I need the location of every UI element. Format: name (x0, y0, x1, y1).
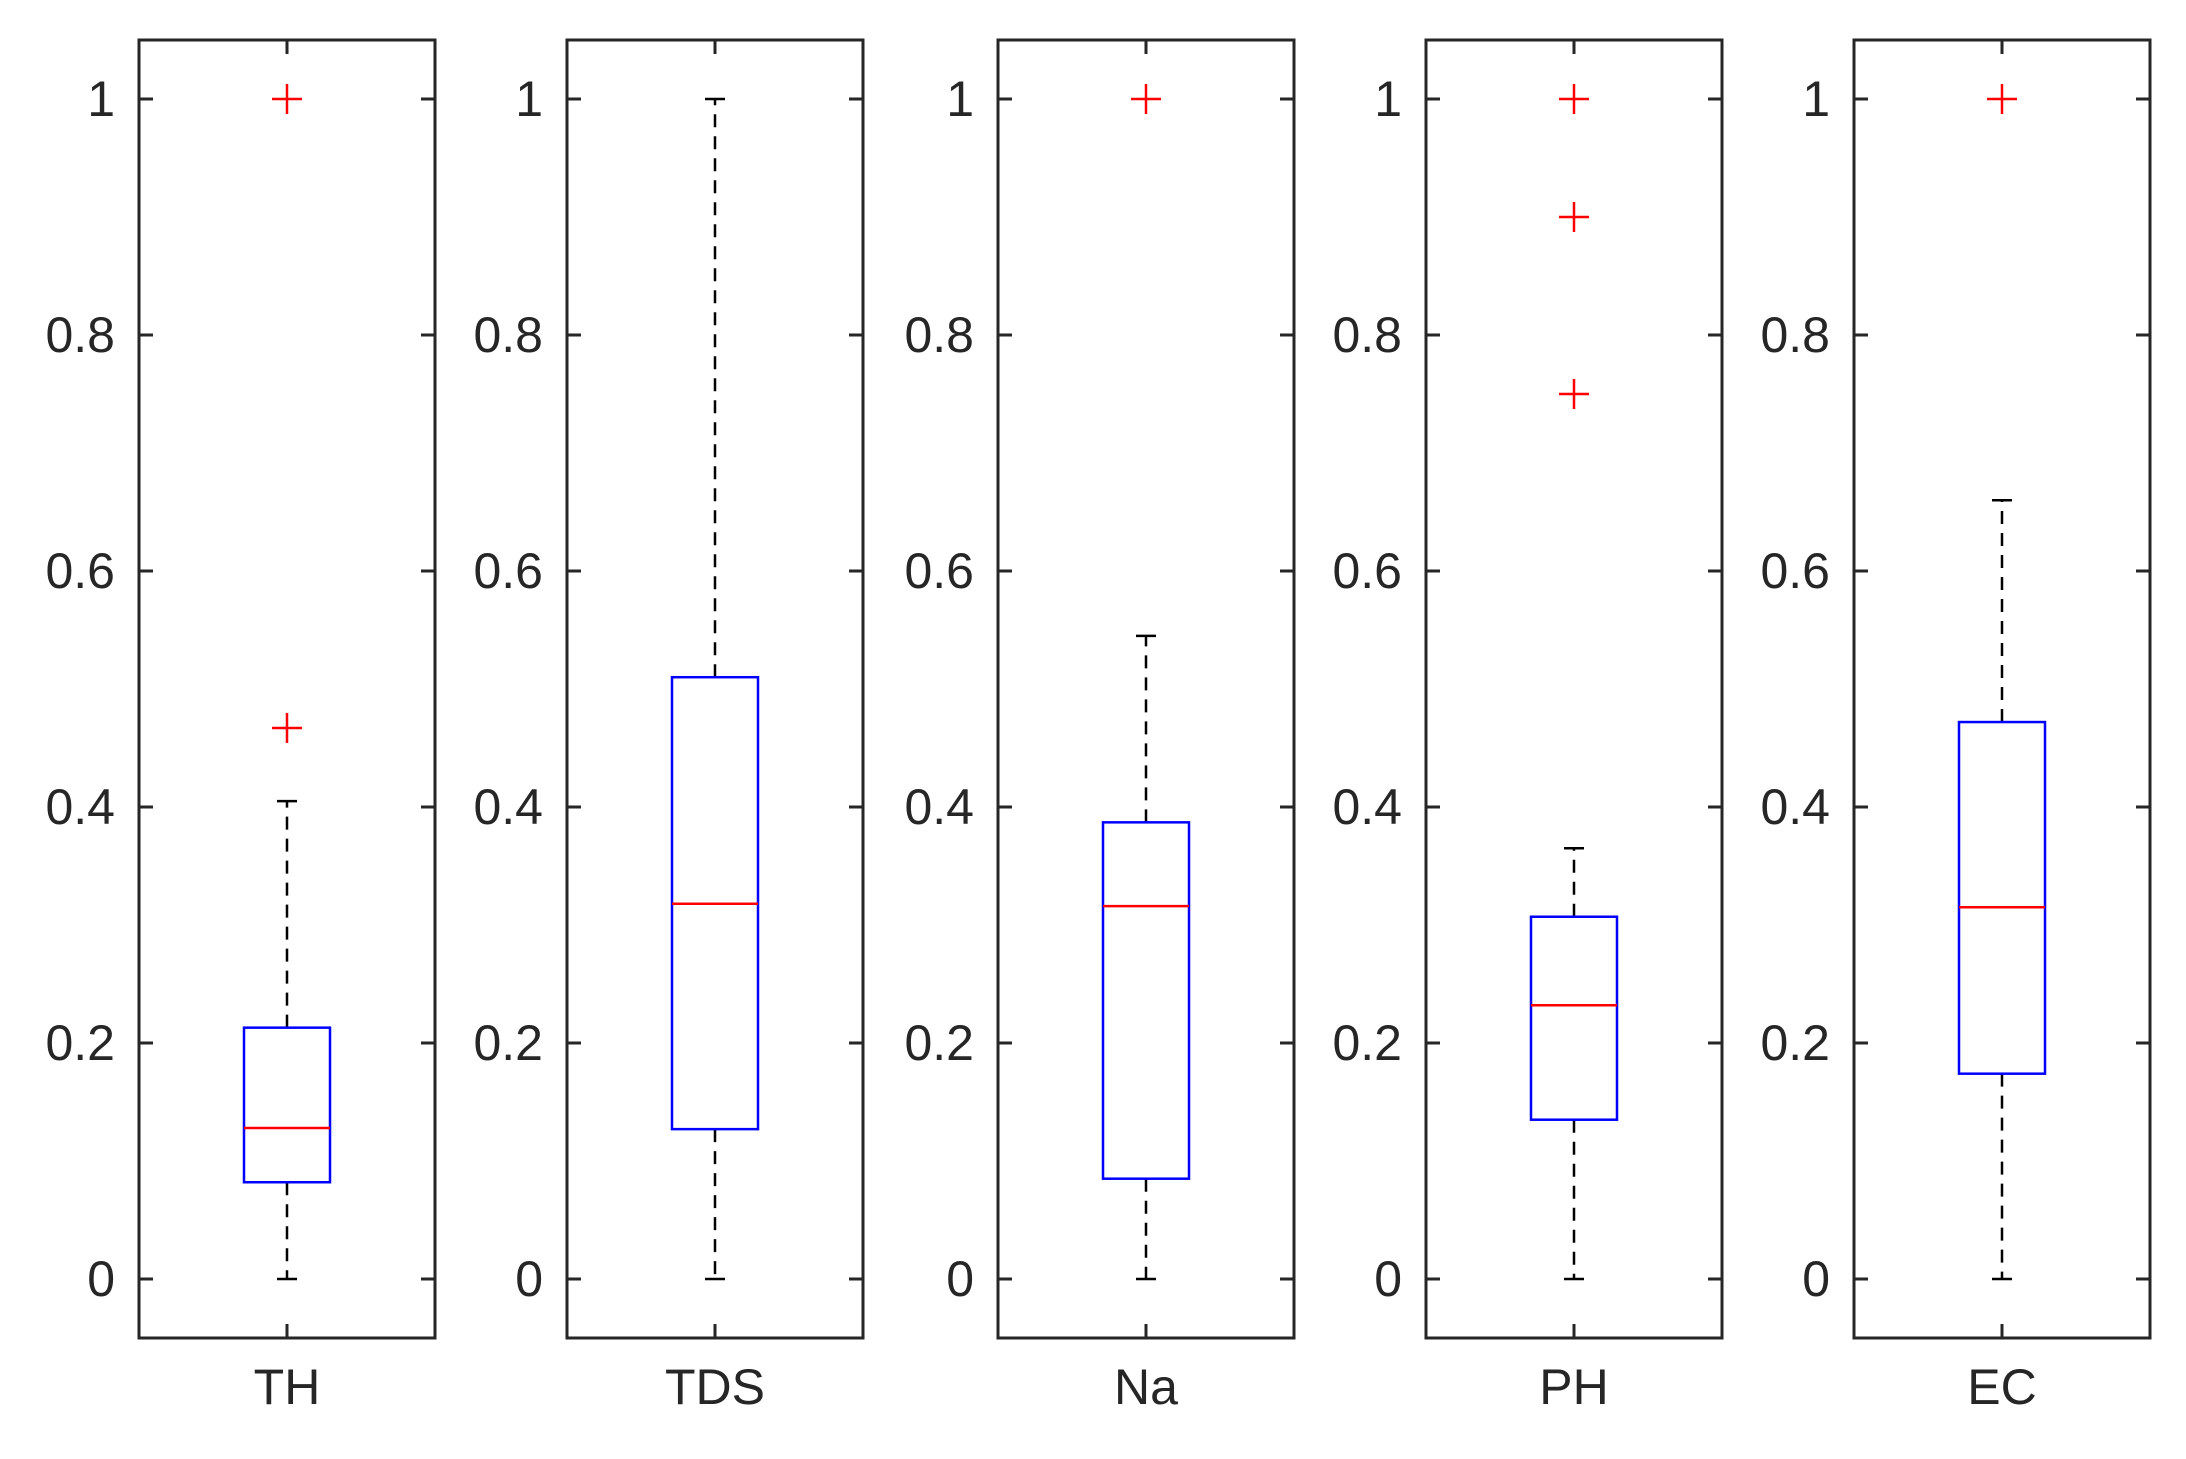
panel-ec: 0 0.2 0.4 0.6 0.8 1 EC (1760, 38, 2152, 1415)
panel-ph: 0 0.2 0.4 0.6 0.8 1 PH (1332, 38, 1724, 1415)
y-tick-label: 0.8 (1760, 307, 1830, 363)
x-category-label: PH (1539, 1359, 1608, 1415)
y-tick-label: 0 (946, 1251, 974, 1307)
x-category-label: EC (1967, 1359, 2036, 1415)
y-tick-label: 0.8 (45, 307, 115, 363)
y-tick-label: 0.2 (45, 1015, 115, 1071)
iqr-box (242, 1026, 332, 1184)
y-tick-label: 0.2 (1332, 1015, 1402, 1071)
outlier-marker (1559, 202, 1589, 232)
y-tick-label: 1 (1802, 71, 1830, 127)
y-tick-label: 0.6 (473, 543, 543, 599)
y-tick-label: 0 (515, 1251, 543, 1307)
outlier-marker (272, 84, 302, 114)
iqr-box (1101, 821, 1191, 1180)
outlier-marker (1559, 379, 1589, 409)
y-tick-label: 0 (1374, 1251, 1402, 1307)
y-tick-label: 0.4 (1332, 779, 1402, 835)
y-tick-label: 0.4 (473, 779, 543, 835)
y-tick-label: 0.2 (904, 1015, 974, 1071)
iqr-box (1957, 720, 2047, 1075)
y-tick-label: 0 (1802, 1251, 1830, 1307)
y-tick-label: 1 (87, 71, 115, 127)
y-tick-label: 0.8 (473, 307, 543, 363)
y-tick-label: 1 (946, 71, 974, 127)
y-tick-label: 0.6 (1332, 543, 1402, 599)
x-category-label: TDS (665, 1359, 765, 1415)
outlier-marker (272, 712, 302, 743)
y-tick-label: 0.4 (904, 779, 974, 835)
y-tick-label: 0.2 (1760, 1015, 1830, 1071)
y-tick-label: 0.2 (473, 1015, 543, 1071)
y-tick-label: 1 (1374, 71, 1402, 127)
y-tick-label: 0.8 (904, 307, 974, 363)
outlier-marker (1559, 84, 1589, 114)
x-category-label: TH (254, 1359, 321, 1415)
y-tick-label: 0.6 (1760, 543, 1830, 599)
y-tick-label: 0.6 (45, 543, 115, 599)
y-tick-label: 0.4 (1760, 779, 1830, 835)
panel-tds: 0 0.2 0.4 0.6 0.8 1 TDS (473, 38, 865, 1415)
y-tick-label: 1 (515, 71, 543, 127)
y-tick-label: 0 (87, 1251, 115, 1307)
iqr-box (1529, 915, 1619, 1121)
outlier-marker (1131, 84, 1161, 114)
y-tick-label: 0.4 (45, 779, 115, 835)
outlier-marker (1987, 84, 2017, 114)
panel-na: 0 0.2 0.4 0.6 0.8 1 Na (904, 38, 1296, 1415)
panel-th: 0 0.2 0.4 0.6 0.8 1 TH (45, 38, 437, 1415)
x-category-label: Na (1114, 1359, 1178, 1415)
y-tick-label: 0.8 (1332, 307, 1402, 363)
y-tick-label: 0.6 (904, 543, 974, 599)
